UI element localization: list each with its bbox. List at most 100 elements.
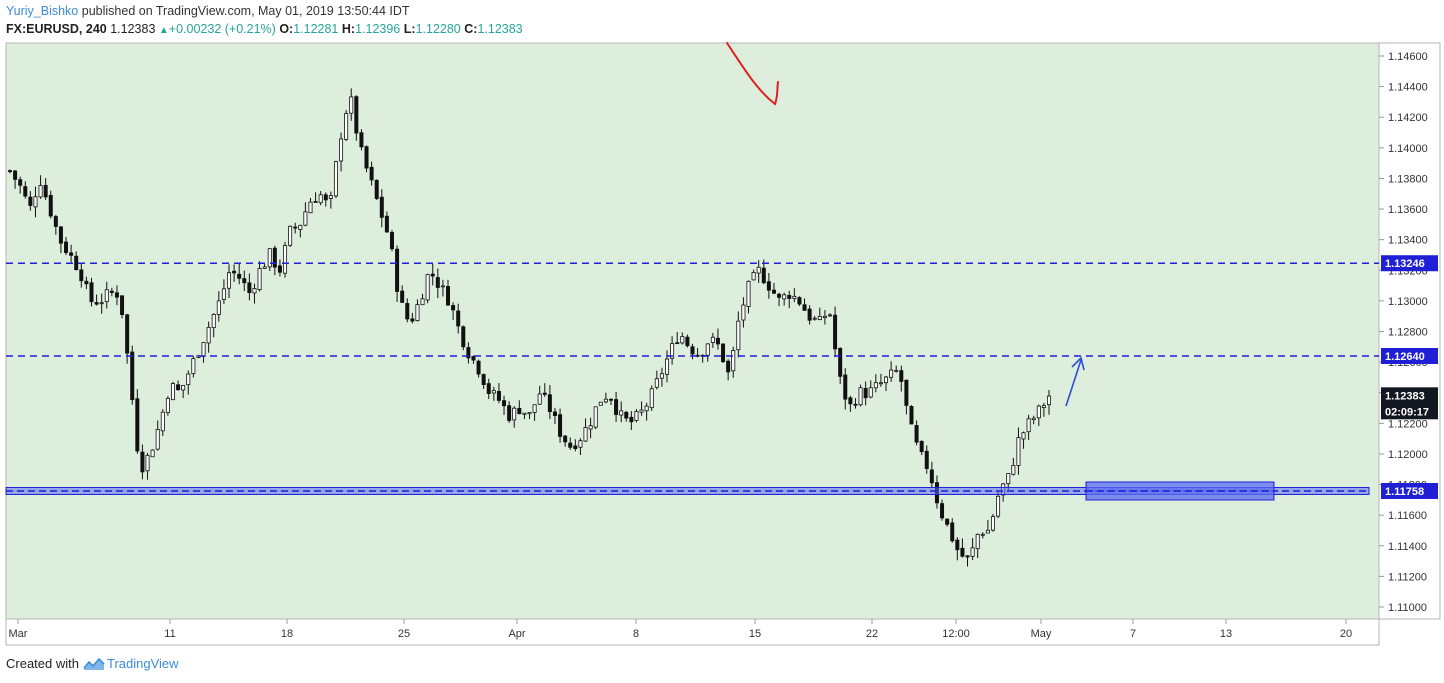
last-price-label: 1.12383 xyxy=(1385,390,1425,402)
candle-body xyxy=(7,170,12,173)
candle-body xyxy=(303,211,308,226)
candle-body xyxy=(608,398,613,401)
y-tick-label: 1.13800 xyxy=(1388,173,1428,185)
candle-body xyxy=(909,405,914,425)
candle-body xyxy=(114,292,119,298)
red-freehand-arrow[interactable] xyxy=(726,42,779,106)
candle-body xyxy=(374,179,379,199)
candle-body xyxy=(191,358,196,375)
candle-body xyxy=(145,454,150,472)
candle-body xyxy=(853,403,858,406)
candle-body xyxy=(272,247,277,268)
time-axis[interactable] xyxy=(5,618,1380,646)
symbol-label[interactable]: FX:EURUSD, 240 xyxy=(6,22,107,36)
candle-body xyxy=(761,267,766,284)
candle-body xyxy=(400,290,405,303)
plot-area[interactable] xyxy=(5,42,1380,620)
candle-body xyxy=(349,96,354,114)
candle-body xyxy=(288,225,293,246)
candle-body xyxy=(868,387,873,398)
candle-body xyxy=(563,435,568,443)
candle-body xyxy=(736,320,741,351)
open-label: O: xyxy=(279,22,294,36)
candle-body xyxy=(614,399,619,415)
candle-body xyxy=(914,425,919,443)
candle-body xyxy=(741,304,746,321)
candle-body xyxy=(84,280,89,285)
candle-body xyxy=(715,337,720,345)
last-price-box xyxy=(1381,387,1438,420)
candle-body xyxy=(929,469,934,484)
blue-arrow-up[interactable] xyxy=(1065,359,1082,407)
candle-body xyxy=(990,516,995,531)
candle-body xyxy=(410,318,415,322)
candle-body xyxy=(420,298,425,306)
candle-body xyxy=(415,304,420,321)
candle-body xyxy=(405,303,410,320)
drawings[interactable] xyxy=(726,42,1275,501)
price-chart[interactable]: 1.14600 1.14400 1.14200 1.14000 1.13800 1.136… xyxy=(0,0,1444,650)
candle-body xyxy=(731,350,736,372)
candle-body xyxy=(440,285,445,288)
candle-body xyxy=(858,387,863,406)
candle-body xyxy=(507,405,512,421)
x-tick-label: 22 xyxy=(866,628,878,640)
y-tick-label: 1.13000 xyxy=(1388,296,1428,308)
candle-body xyxy=(782,294,787,300)
close-value: 1.12383 xyxy=(477,22,523,36)
candle-body xyxy=(726,360,731,373)
candle-body xyxy=(1041,405,1046,408)
candle-body xyxy=(359,132,364,148)
candle-body xyxy=(899,370,904,382)
y-tick-labels: 1.14600 1.14400 1.14200 1.14000 1.13800 1.136… xyxy=(1379,51,1428,614)
candle-body xyxy=(23,186,28,197)
candle-body xyxy=(262,266,267,269)
price-axis[interactable] xyxy=(1378,42,1441,620)
candle-body xyxy=(822,315,827,319)
candle-body xyxy=(74,255,79,270)
candle-body xyxy=(863,387,868,399)
candle-body xyxy=(950,522,955,542)
candle-body xyxy=(522,412,527,415)
x-tick-label: 20 xyxy=(1340,628,1352,640)
price-labels: 1.13246 1.12640 1.11758 1.12383 02:09:17 xyxy=(1381,255,1438,499)
tradingview-link[interactable]: TradingView xyxy=(106,656,179,671)
level-price-label: 1.12640 xyxy=(1385,351,1425,363)
candle-body xyxy=(517,407,522,415)
candle-body xyxy=(53,216,58,227)
candle-body xyxy=(817,316,822,320)
candle-body xyxy=(629,416,634,423)
candle-body xyxy=(965,555,970,558)
low-label: L: xyxy=(403,22,416,36)
candle-body xyxy=(354,96,359,134)
x-tick-label: May xyxy=(1031,628,1052,640)
tradingview-logo-icon xyxy=(83,657,105,670)
candle-body xyxy=(323,194,328,201)
triangle-up-icon: ▲ xyxy=(158,25,169,36)
candle-body xyxy=(665,358,670,375)
candle-body xyxy=(48,195,53,217)
x-tick-label: 8 xyxy=(633,628,639,640)
candle-body xyxy=(1047,395,1052,406)
level-price-label-bg xyxy=(1381,482,1438,499)
candle-body xyxy=(293,226,298,229)
high-label: H: xyxy=(341,22,356,36)
candle-body xyxy=(878,382,883,385)
candle-body xyxy=(120,295,125,316)
candle-body xyxy=(904,379,909,406)
candle-body xyxy=(364,146,369,169)
candle-body xyxy=(558,414,563,437)
author-link[interactable]: Yuriy_Bishko xyxy=(6,4,79,18)
candle-body xyxy=(186,373,191,386)
y-tick-label: 1.12200 xyxy=(1388,418,1428,430)
candle-body xyxy=(211,314,216,329)
candle-body xyxy=(247,282,252,294)
candle-body xyxy=(201,342,206,357)
x-tick-label: 12:00 xyxy=(942,628,970,640)
candle-body xyxy=(170,383,175,401)
x-tick-label: 7 xyxy=(1130,628,1136,640)
y-tick-label: 1.11600 xyxy=(1388,510,1427,522)
candle-body xyxy=(532,404,537,413)
candle-body xyxy=(384,215,389,233)
level-price-label-bg xyxy=(1381,347,1438,364)
